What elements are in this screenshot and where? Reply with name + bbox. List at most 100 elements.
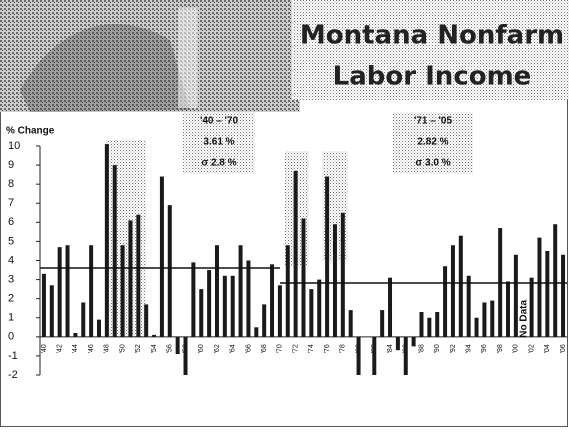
bar — [120, 245, 125, 337]
x-tick-label: '78 — [340, 344, 347, 353]
x-tick-label: '48 — [104, 344, 111, 353]
bar — [545, 250, 550, 337]
bar — [222, 275, 227, 337]
header-image-shape — [178, 8, 198, 108]
bar — [246, 260, 251, 337]
x-tick-label: '90 — [434, 344, 441, 353]
period-box-bg — [183, 112, 255, 174]
bar — [277, 285, 282, 337]
period-label: '71 – '05 — [414, 116, 453, 127]
bar — [411, 336, 416, 347]
bar — [112, 165, 117, 337]
bar — [104, 144, 109, 337]
x-tick-label: '40 — [41, 344, 48, 353]
bar — [293, 170, 298, 337]
y-tick-label: 9 — [8, 159, 14, 171]
y-tick-label: -2 — [8, 369, 18, 381]
bar — [254, 327, 259, 337]
bar — [89, 245, 94, 337]
y-tick-label: 0 — [8, 331, 14, 343]
bar — [167, 205, 172, 337]
bar — [301, 218, 306, 337]
x-tick-label: '42 — [57, 344, 64, 353]
bar — [419, 312, 424, 337]
bar — [348, 310, 353, 337]
bar — [270, 264, 275, 337]
x-tick-label: '02 — [528, 344, 535, 353]
x-tick-label: '98 — [497, 344, 504, 353]
bar — [144, 304, 149, 337]
bar — [41, 273, 46, 337]
bar — [214, 245, 219, 337]
bar — [191, 262, 196, 337]
bar — [435, 312, 440, 337]
bar — [474, 317, 479, 337]
x-tick-label: '04 — [544, 344, 551, 353]
bar — [427, 317, 432, 337]
y-tick-label: 7 — [8, 197, 14, 209]
x-tick-label: '94 — [466, 344, 473, 353]
bar — [262, 304, 267, 337]
bar — [159, 176, 164, 337]
x-tick-label: '70 — [277, 344, 284, 353]
x-tick-label: '72 — [292, 344, 299, 353]
bar — [175, 336, 180, 355]
bar — [332, 224, 337, 337]
period-label: '40 – '70 — [200, 116, 239, 127]
bar — [388, 277, 393, 337]
bar — [356, 336, 361, 375]
chart-title: Montana Nonfarm — [300, 21, 564, 51]
y-tick-label: 8 — [8, 178, 14, 190]
x-tick-label: '44 — [72, 344, 79, 353]
x-tick-label: '96 — [481, 344, 488, 353]
y-tick-label: 4 — [8, 254, 14, 266]
bar — [458, 235, 463, 337]
x-tick-label: '06 — [560, 344, 567, 353]
chart-title: Labor Income — [333, 62, 532, 92]
x-tick-label: '64 — [230, 344, 237, 353]
period-box: '71 – '05 2.82 % σ 3.0 % — [393, 112, 473, 174]
period-sigma: σ 2.8 % — [201, 158, 236, 169]
bar — [73, 333, 78, 337]
period-sigma: σ 3.0 % — [415, 158, 450, 169]
bar — [553, 224, 558, 337]
y-tick-label: 6 — [8, 216, 14, 228]
bar — [152, 334, 157, 337]
bar — [285, 245, 290, 337]
bar — [183, 336, 188, 375]
x-tick-label: '62 — [214, 344, 221, 353]
bar — [395, 336, 400, 351]
bar — [128, 220, 133, 337]
period-mean: 3.61 % — [203, 137, 234, 148]
x-tick-label: '60 — [198, 344, 205, 353]
x-tick-label: '76 — [324, 344, 331, 353]
bar — [57, 247, 62, 337]
y-axis-label: % Change — [6, 126, 55, 137]
bar — [207, 270, 212, 337]
bar — [443, 266, 448, 337]
x-tick-label: '68 — [261, 344, 268, 353]
y-tick-label: 2 — [8, 293, 14, 305]
x-tick-label: '84 — [387, 344, 394, 353]
x-tick-label: '00 — [513, 344, 520, 353]
bar — [466, 275, 471, 337]
x-tick-label: '56 — [167, 344, 174, 353]
period-box: '40 – '70 3.61 % σ 2.8 % — [183, 112, 255, 174]
y-tick-label: 5 — [8, 235, 14, 247]
bar — [561, 254, 566, 337]
period-box-bg — [393, 112, 473, 174]
bar — [325, 176, 330, 337]
y-tick-label: 3 — [8, 273, 14, 285]
bar — [199, 289, 204, 337]
bar — [96, 319, 101, 337]
period-mean: 2.82 % — [417, 137, 448, 148]
bar — [230, 275, 235, 337]
x-tick-label: '46 — [88, 344, 95, 353]
bar — [49, 285, 54, 337]
bar — [537, 237, 542, 337]
bar — [403, 336, 408, 375]
y-tick-label: 10 — [8, 140, 20, 152]
bar — [529, 277, 534, 337]
bar — [506, 281, 511, 337]
